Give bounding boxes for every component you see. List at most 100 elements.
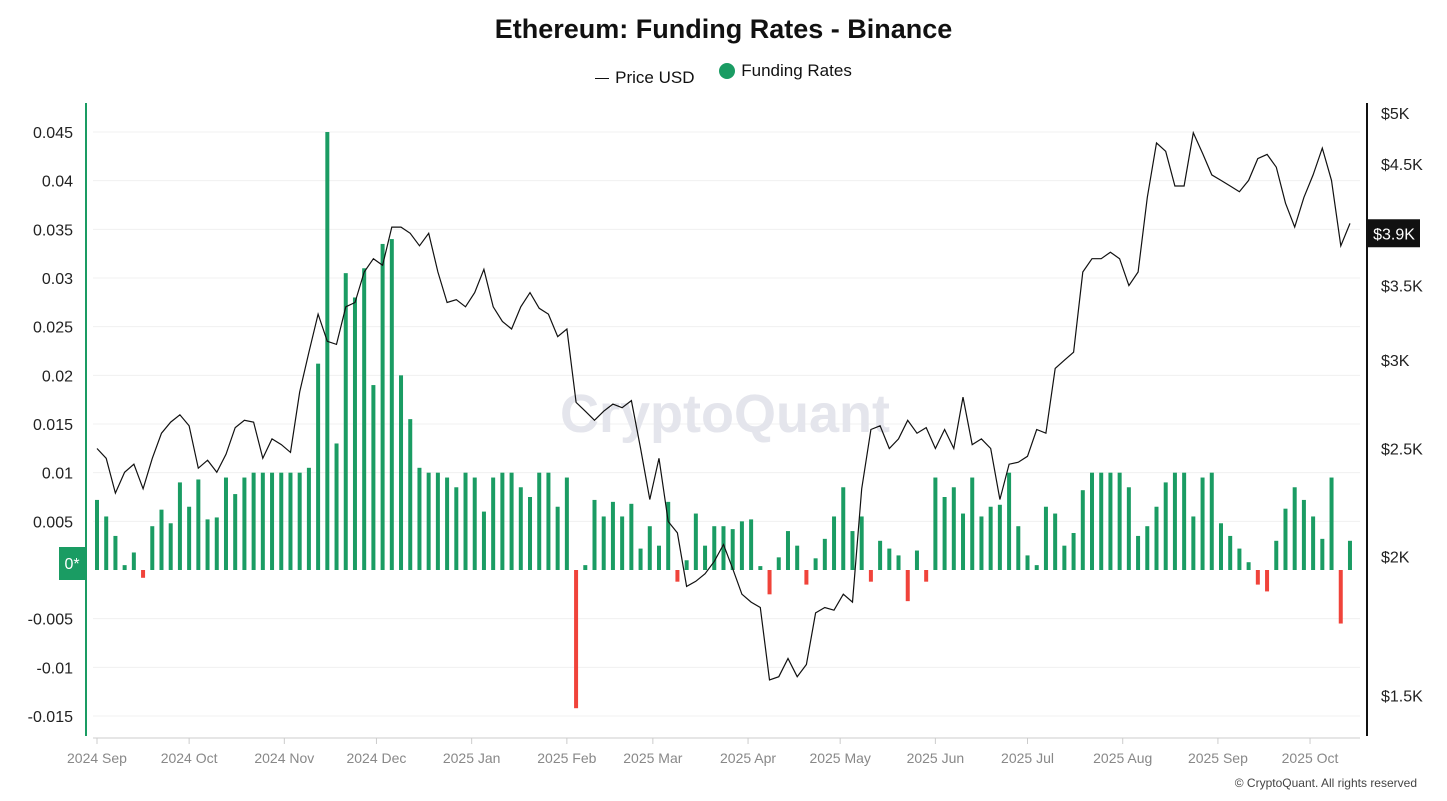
zero-label: 0* — [64, 556, 79, 573]
funding-bar — [1311, 516, 1316, 570]
funding-bar — [933, 477, 938, 570]
funding-bar — [555, 506, 560, 570]
funding-bar — [841, 487, 846, 570]
chart-title: Ethereum: Funding Rates - Binance — [494, 14, 953, 44]
funding-bar — [638, 548, 643, 570]
funding-bar — [288, 472, 293, 570]
funding-bar — [822, 538, 827, 570]
funding-bar — [1053, 513, 1058, 570]
left-tick-label: 0.01 — [42, 466, 73, 483]
funding-bar — [896, 555, 901, 570]
copyright: © CryptoQuant. All rights reserved — [1234, 776, 1417, 790]
funding-bar — [1292, 487, 1297, 570]
funding-bar — [878, 540, 883, 570]
funding-bar — [1025, 555, 1030, 570]
funding-bar — [1099, 472, 1104, 570]
funding-bar — [1145, 526, 1150, 570]
x-tick-label: 2025 Mar — [623, 750, 682, 766]
funding-bar — [730, 529, 735, 570]
funding-bar — [776, 557, 781, 570]
funding-bar — [297, 472, 302, 570]
funding-bar — [656, 545, 661, 570]
left-tick-label: 0.03 — [42, 271, 73, 288]
funding-bar — [389, 239, 394, 570]
legend-item-price[interactable]: Price USD — [595, 68, 695, 88]
legend-label-funding: Funding Rates — [741, 61, 852, 80]
funding-bar — [1320, 538, 1325, 570]
funding-bar — [1191, 516, 1196, 570]
funding-bar — [785, 531, 790, 570]
left-tick-label: -0.01 — [37, 660, 74, 677]
funding-bar — [445, 477, 450, 570]
funding-bar — [721, 526, 726, 570]
funding-bar — [1237, 548, 1242, 570]
funding-bar — [1108, 472, 1113, 570]
funding-bar — [832, 516, 837, 570]
left-tick-label: 0.04 — [42, 174, 73, 191]
funding-bar — [150, 526, 155, 570]
funding-bar — [1007, 472, 1012, 570]
x-tick-label: 2025 Jan — [443, 750, 501, 766]
legend-item-funding[interactable]: Funding Rates — [719, 61, 852, 81]
legend-label-price: Price USD — [615, 68, 695, 88]
funding-bar — [693, 513, 698, 570]
funding-bar — [1090, 472, 1095, 570]
funding-bar — [942, 497, 947, 570]
funding-bar — [177, 482, 182, 570]
funding-bar — [1209, 472, 1214, 570]
funding-bar — [564, 477, 569, 570]
funding-bar — [666, 501, 671, 570]
funding-bar — [979, 516, 984, 570]
watermark: CryptoQuant — [560, 384, 890, 444]
funding-bar — [739, 521, 744, 570]
funding-bar — [601, 516, 606, 570]
x-tick-label: 2025 Aug — [1093, 750, 1152, 766]
funding-bar — [546, 472, 551, 570]
funding-bar — [509, 472, 514, 570]
right-tick-label: $4.5K — [1381, 157, 1423, 174]
funding-bar — [205, 519, 210, 570]
funding-bar — [868, 570, 873, 582]
funding-bar — [749, 519, 754, 570]
funding-bar — [141, 570, 146, 578]
funding-bar — [988, 506, 993, 570]
x-tick-label: 2025 May — [809, 750, 870, 766]
funding-bar — [168, 523, 173, 570]
funding-bar — [270, 472, 275, 570]
funding-bar — [1246, 562, 1251, 570]
funding-bar — [426, 472, 431, 570]
funding-bar — [196, 479, 201, 570]
funding-bar — [343, 273, 348, 570]
funding-bar — [647, 526, 652, 570]
funding-bar — [961, 513, 966, 570]
funding-bar — [435, 472, 440, 570]
funding-bar — [260, 472, 265, 570]
price-line — [96, 130, 1351, 681]
funding-bar — [131, 552, 136, 570]
funding-bar — [537, 472, 542, 570]
funding-bar — [1255, 570, 1260, 585]
dot-swatch-icon — [719, 63, 736, 79]
funding-bar — [380, 243, 385, 570]
line-swatch-icon — [595, 77, 610, 79]
current-price-box — [1368, 219, 1420, 248]
funding-bar — [279, 472, 284, 570]
funding-bar — [1043, 506, 1048, 570]
x-tick-label: 2025 Sep — [1188, 750, 1248, 766]
funding-bar — [1228, 535, 1233, 570]
x-tick-label: 2025 Apr — [720, 750, 776, 766]
funding-bar — [491, 477, 496, 570]
funding-bar — [813, 558, 818, 570]
funding-bar — [1034, 565, 1039, 570]
x-tick-label: 2025 Feb — [537, 750, 596, 766]
funding-bar — [675, 570, 680, 582]
funding-bar — [242, 477, 247, 570]
legend: Price USD Funding Rates — [0, 61, 1447, 88]
left-tick-label: 0.045 — [33, 125, 73, 142]
funding-bar — [463, 472, 468, 570]
funding-bar — [970, 477, 975, 570]
funding-bar — [850, 531, 855, 570]
funding-bar — [187, 506, 192, 570]
right-tick-label: $1.5K — [1381, 689, 1423, 706]
